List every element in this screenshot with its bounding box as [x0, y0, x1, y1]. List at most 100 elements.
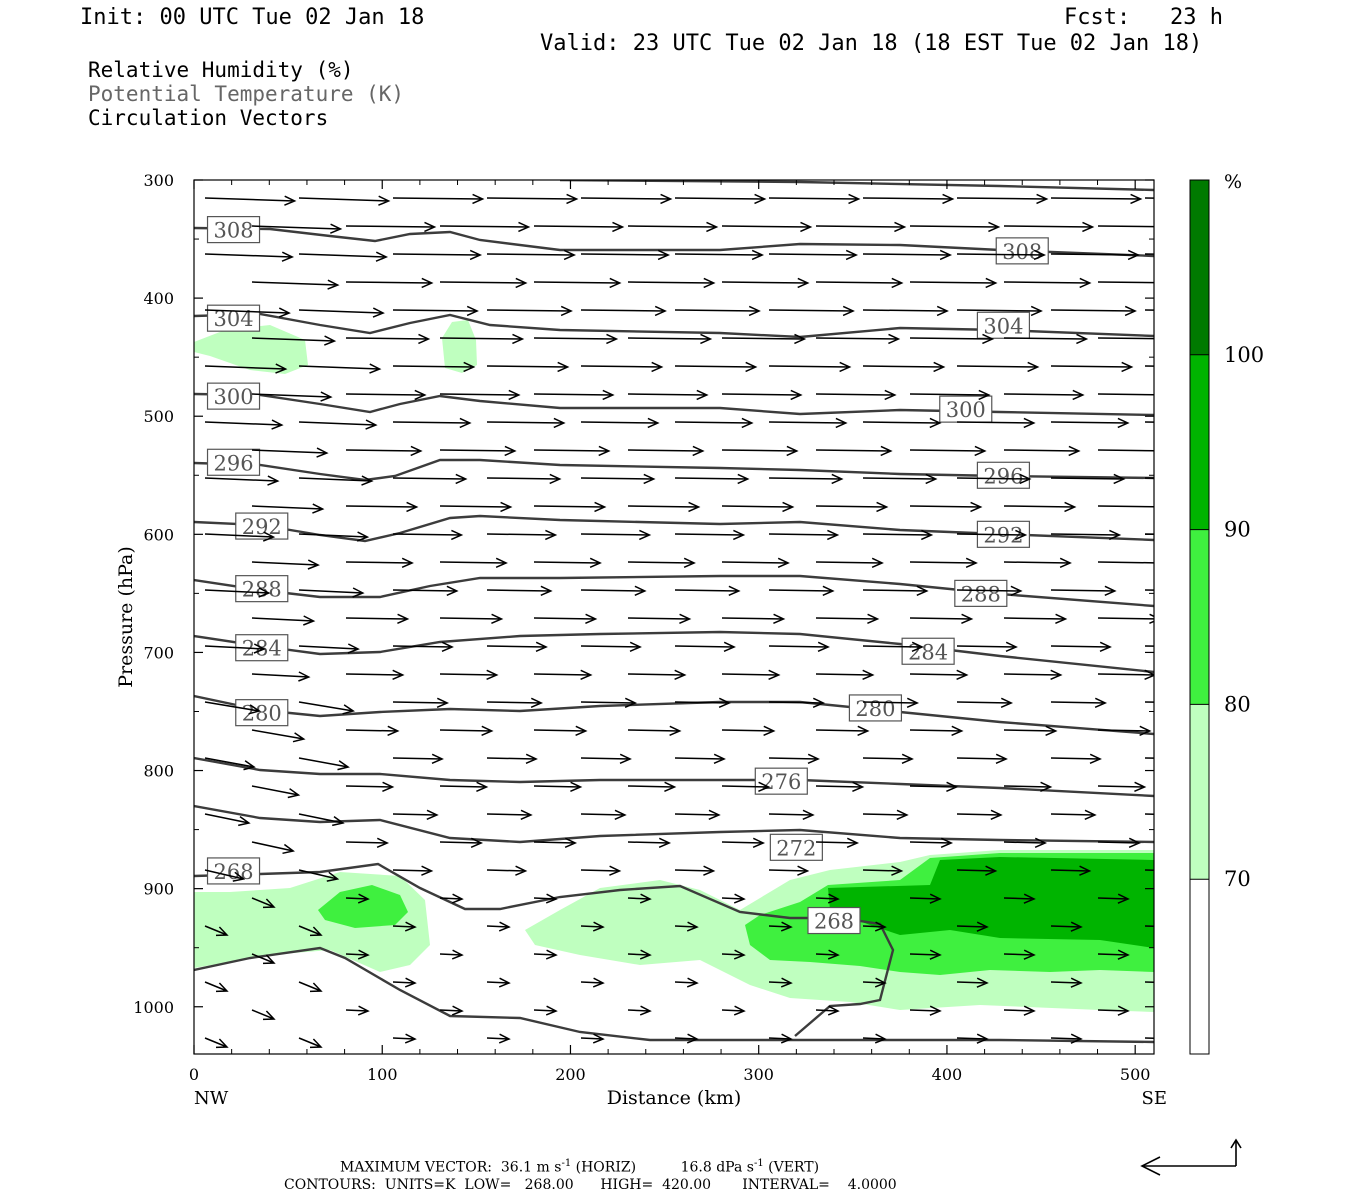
vector-arrow — [956, 361, 1040, 373]
vector-arrow — [956, 529, 1028, 541]
vector-arrow — [204, 307, 291, 318]
vector-arrow — [815, 445, 893, 457]
vector-arrow — [815, 781, 865, 792]
vector-arrow — [298, 531, 370, 542]
vector-arrow — [768, 1033, 793, 1044]
vector-arrow — [580, 249, 671, 261]
vector-arrow — [580, 529, 652, 541]
vector-arrow — [345, 893, 370, 904]
y-tick-label: 800 — [143, 762, 174, 781]
vector-arrow — [204, 869, 246, 882]
vector-arrow — [627, 501, 701, 513]
horizontal-max-value: 36.1 m s — [500, 1159, 562, 1176]
contour-label: 308 — [213, 219, 253, 243]
colorbar-segment — [1190, 704, 1209, 880]
vector-arrow — [909, 725, 964, 736]
vector-arrow — [204, 531, 276, 542]
vector-arrow — [909, 837, 954, 848]
horizontal-exponent: -1 — [561, 1158, 572, 1169]
vector-arrow — [533, 445, 611, 457]
vector-arrow — [768, 585, 835, 596]
vector-arrow — [486, 417, 566, 429]
contour-label: 268 — [213, 860, 253, 884]
vector-arrow — [251, 615, 316, 626]
maximum-vector-note: MAXIMUM VECTOR: 36.1 m s-1 (HORIZ) 16.8 … — [340, 1159, 819, 1175]
vector-arrow — [580, 697, 638, 708]
vector-arrow — [580, 305, 667, 317]
vector-arrow — [862, 1033, 887, 1044]
theta-contour-line — [194, 946, 1154, 1044]
vector-arrow — [956, 977, 989, 988]
vector-arrow — [1050, 473, 1126, 485]
vector-arrow — [251, 841, 295, 855]
x-endpoint-right: SE — [1142, 1088, 1167, 1109]
rh-80-region-left — [318, 885, 408, 928]
vector-arrow — [392, 809, 439, 820]
contour-label: 300 — [213, 385, 253, 409]
vector-arrow — [768, 641, 830, 652]
vector-arrow — [1003, 669, 1063, 680]
vector-arrow — [251, 559, 320, 570]
y-tick-label: 500 — [143, 407, 174, 426]
vector-arrow — [956, 753, 1008, 764]
vector-arrow — [486, 1033, 511, 1044]
vector-arrow — [768, 865, 810, 876]
contour-label: 296 — [213, 451, 253, 475]
vector-arrow — [1050, 529, 1122, 541]
vector-arrow — [298, 363, 382, 374]
vector-arrow — [768, 361, 852, 373]
vector-arrow — [533, 781, 583, 792]
vector-arrow — [204, 757, 256, 771]
vector-arrow — [721, 445, 799, 457]
vector-arrow — [956, 249, 1047, 261]
vector-arrow — [862, 193, 955, 205]
vector-arrow — [768, 305, 855, 317]
vector-arrow — [815, 221, 907, 233]
contour-label-box — [754, 767, 808, 795]
vector-arrow — [627, 333, 713, 345]
rh-90-region-right — [828, 857, 1154, 948]
vector-arrow — [909, 1005, 942, 1016]
vector-arrow — [815, 725, 870, 736]
colorbar-label: 70 — [1224, 867, 1251, 891]
vector-arrow — [627, 221, 719, 233]
vector-arrow — [1097, 669, 1154, 680]
vector-arrow — [909, 445, 987, 457]
colorbar-segment — [1190, 529, 1209, 705]
vector-arrow — [768, 529, 840, 541]
vector-arrow — [1097, 505, 1154, 508]
vector-arrow — [909, 781, 959, 792]
vector-arrow — [721, 669, 781, 680]
vector-arrow — [862, 697, 920, 708]
vector-arrow — [486, 697, 544, 708]
vector-arrow — [1144, 421, 1154, 423]
vector-arrow — [345, 725, 400, 736]
vector-arrow — [1050, 417, 1130, 429]
vector-arrow — [674, 193, 767, 205]
vector-arrow — [1050, 361, 1134, 373]
vector-arrow — [909, 501, 983, 513]
vector-arrow — [486, 865, 528, 876]
vector-arrow — [956, 921, 989, 932]
vector-arrow — [204, 251, 295, 262]
vector-arrow — [674, 977, 699, 988]
vector-arrow — [392, 473, 468, 485]
vector-arrow — [909, 669, 969, 680]
theta-contour-line — [194, 630, 1154, 674]
y-tick-label: 1000 — [133, 998, 174, 1017]
vector-arrow — [580, 1033, 605, 1044]
vector-arrow — [486, 641, 548, 652]
vertical-tag: (VERT) — [768, 1159, 820, 1176]
vector-arrow — [721, 893, 746, 904]
vector-arrow — [251, 729, 306, 743]
vector-arrow — [1003, 1005, 1036, 1016]
vector-arrow — [1003, 893, 1036, 904]
vector-arrow — [1050, 193, 1143, 205]
x-tick-label: 500 — [1120, 1065, 1151, 1084]
vector-arrow — [392, 529, 464, 541]
vector-arrow — [251, 897, 276, 909]
vector-arrow — [815, 669, 875, 680]
vector-arrow — [1003, 501, 1077, 513]
vector-arrow — [580, 921, 605, 932]
vector-arrow — [486, 753, 538, 764]
